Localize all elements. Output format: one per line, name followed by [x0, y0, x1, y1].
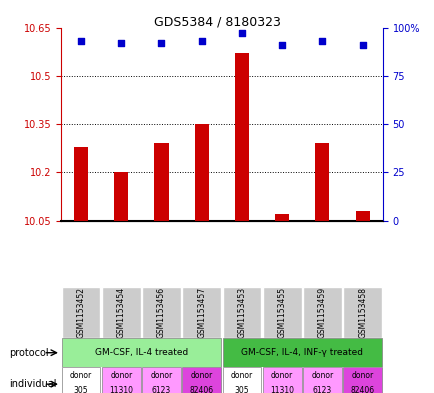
FancyBboxPatch shape: [342, 287, 381, 338]
Text: GSM1153454: GSM1153454: [116, 287, 125, 338]
Text: donor: donor: [70, 371, 92, 380]
FancyBboxPatch shape: [182, 367, 220, 393]
Text: 82406: 82406: [189, 386, 213, 393]
Point: [158, 40, 164, 46]
Text: GSM1153458: GSM1153458: [357, 287, 366, 338]
Text: GSM1153455: GSM1153455: [277, 287, 286, 338]
FancyBboxPatch shape: [62, 338, 220, 367]
FancyBboxPatch shape: [302, 287, 341, 338]
Bar: [194, 124, 208, 220]
Text: 11310: 11310: [109, 386, 133, 393]
FancyBboxPatch shape: [142, 367, 181, 393]
FancyBboxPatch shape: [182, 287, 220, 338]
FancyBboxPatch shape: [222, 367, 261, 393]
Text: donor: donor: [150, 371, 172, 380]
Point: [358, 42, 365, 48]
Bar: [114, 173, 128, 220]
Point: [118, 40, 125, 46]
Point: [198, 38, 205, 44]
Bar: [275, 214, 289, 220]
Point: [318, 38, 325, 44]
Text: 305: 305: [73, 386, 88, 393]
Text: individual: individual: [9, 379, 56, 389]
Text: 6123: 6123: [312, 386, 331, 393]
FancyBboxPatch shape: [102, 287, 140, 338]
Text: GSM1153457: GSM1153457: [197, 287, 206, 338]
FancyBboxPatch shape: [102, 367, 140, 393]
Point: [278, 42, 285, 48]
FancyBboxPatch shape: [342, 367, 381, 393]
Text: donor: donor: [351, 371, 373, 380]
Text: GSM1153452: GSM1153452: [76, 287, 85, 338]
Text: donor: donor: [230, 371, 253, 380]
Text: donor: donor: [190, 371, 212, 380]
Text: 305: 305: [234, 386, 249, 393]
FancyBboxPatch shape: [62, 287, 100, 338]
Bar: [355, 211, 369, 220]
Bar: [74, 147, 88, 220]
Text: GM-CSF, IL-4, INF-γ treated: GM-CSF, IL-4, INF-γ treated: [241, 348, 362, 357]
Text: GM-CSF, IL-4 treated: GM-CSF, IL-4 treated: [95, 348, 187, 357]
FancyBboxPatch shape: [222, 287, 261, 338]
Text: donor: donor: [110, 371, 132, 380]
Point: [77, 38, 84, 44]
Text: protocol: protocol: [9, 348, 48, 358]
Text: 11310: 11310: [270, 386, 293, 393]
FancyBboxPatch shape: [302, 367, 341, 393]
FancyBboxPatch shape: [62, 367, 100, 393]
Text: GSM1153453: GSM1153453: [237, 287, 246, 338]
Bar: [154, 143, 168, 220]
Point: [238, 30, 245, 37]
Text: GDS5384 / 8180323: GDS5384 / 8180323: [154, 16, 280, 29]
Bar: [234, 53, 248, 220]
Text: GSM1153456: GSM1153456: [157, 287, 166, 338]
Text: 6123: 6123: [151, 386, 171, 393]
Text: 82406: 82406: [350, 386, 374, 393]
FancyBboxPatch shape: [222, 338, 381, 367]
Text: donor: donor: [311, 371, 333, 380]
FancyBboxPatch shape: [262, 367, 301, 393]
Bar: [315, 143, 329, 220]
Text: GSM1153459: GSM1153459: [317, 287, 326, 338]
FancyBboxPatch shape: [262, 287, 301, 338]
FancyBboxPatch shape: [142, 287, 181, 338]
Text: donor: donor: [270, 371, 293, 380]
